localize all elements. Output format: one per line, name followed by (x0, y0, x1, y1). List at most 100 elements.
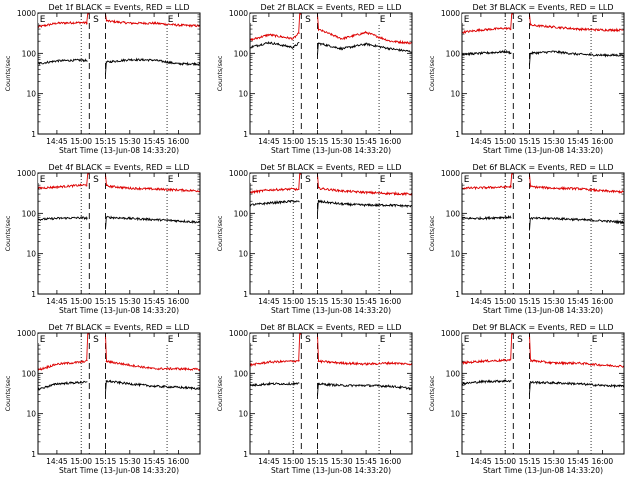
y-tick-label: 10 (238, 410, 248, 419)
marker-s: S (93, 175, 99, 185)
x-tick-label: 16:00 (592, 457, 614, 466)
x-tick-label: 15:15 (519, 137, 541, 146)
marker-s-bg (91, 14, 101, 23)
marker-s: S (305, 335, 311, 345)
y-tick-label: 10 (238, 250, 248, 259)
marker-e-start: E (40, 335, 46, 345)
panel-det-8: Det 8f BLACK = Events, RED = LLD Counts/s… (216, 323, 413, 475)
plot-frame (37, 172, 201, 295)
panel-det-4: Det 4f BLACK = Events, RED = LLD Counts/s… (4, 163, 201, 315)
x-tick-label: 15:00 (282, 457, 304, 466)
marker-s-bg (303, 14, 313, 23)
x-tick-label: 15:15 (307, 297, 329, 306)
marker-s-bg (515, 14, 525, 23)
panel-title: Det 4f BLACK = Events, RED = LLD (48, 163, 189, 172)
plot-frame (37, 332, 201, 455)
y-tick-label: 100 (234, 49, 249, 58)
y-tick-label: 1 (243, 130, 248, 139)
x-tick-label: 15:45 (567, 457, 589, 466)
y-tick-label: 10 (26, 410, 36, 419)
series-line-lld (249, 13, 412, 45)
y-axis-label: Counts/sec (216, 215, 224, 251)
x-tick-label: 15:15 (307, 137, 329, 146)
y-axis-label: Counts/sec (4, 375, 12, 411)
x-tick-label: 15:45 (143, 297, 165, 306)
marker-e-start-bg (250, 174, 260, 183)
x-tick-label: 16:00 (592, 137, 614, 146)
x-tick-label: 16:00 (380, 457, 402, 466)
series-line-events (38, 57, 201, 75)
marker-e-end: E (168, 15, 174, 25)
x-axis-label: Start Time (13-Jun-08 14:33:20) (59, 146, 179, 155)
x-tick-label: 15:45 (355, 297, 377, 306)
x-tick-label: 15:00 (494, 297, 516, 306)
marker-s: S (517, 15, 523, 25)
y-tick-label: 10 (450, 90, 460, 99)
y-tick-label: 100 (446, 209, 461, 218)
y-tick-label: 1000 (229, 9, 248, 18)
y-tick-label: 1 (31, 290, 36, 299)
x-tick-label: 15:15 (95, 457, 117, 466)
marker-e-start-bg (462, 174, 472, 183)
y-tick-label: 10 (26, 90, 36, 99)
series-line-events (249, 381, 412, 396)
y-tick-label: 10 (450, 410, 460, 419)
y-tick-label: 1 (243, 290, 248, 299)
panel-det-2: Det 2f BLACK = Events, RED = LLD Counts/s… (216, 3, 413, 155)
marker-s-bg (91, 174, 101, 183)
x-axis-label: Start Time (13-Jun-08 14:33:20) (483, 466, 603, 475)
x-tick-label: 15:45 (567, 297, 589, 306)
marker-e-start: E (252, 175, 258, 185)
marker-e-end: E (380, 175, 386, 185)
marker-e-end-bg (590, 174, 600, 183)
x-axis-label: Start Time (13-Jun-08 14:33:20) (59, 466, 179, 475)
x-tick-label: 15:00 (70, 297, 92, 306)
marker-e-end-bg (378, 14, 388, 23)
y-tick-label: 1000 (229, 329, 248, 338)
marker-e-end: E (380, 335, 386, 345)
panel-title: Det 7f BLACK = Events, RED = LLD (48, 323, 189, 332)
plot-frame (461, 332, 625, 455)
panel-title: Det 2f BLACK = Events, RED = LLD (260, 3, 401, 12)
panel-det-1: Det 1f BLACK = Events, RED = LLD Counts/s… (4, 3, 201, 155)
marker-e-end-bg (166, 334, 176, 343)
marker-e-end-bg (590, 334, 600, 343)
y-tick-label: 1 (455, 130, 460, 139)
x-axis-label: Start Time (13-Jun-08 14:33:20) (271, 306, 391, 315)
x-tick-label: 15:30 (119, 137, 141, 146)
marker-s-bg (303, 174, 313, 183)
marker-e-start-bg (38, 174, 48, 183)
y-tick-label: 100 (446, 369, 461, 378)
y-tick-label: 10 (238, 90, 248, 99)
x-tick-label: 14:45 (46, 297, 68, 306)
marker-e-start: E (252, 15, 258, 25)
x-tick-label: 15:30 (331, 457, 353, 466)
x-tick-label: 14:45 (258, 297, 280, 306)
series-line-events (461, 49, 624, 66)
marker-e-start-bg (38, 334, 48, 343)
y-tick-label: 1 (31, 450, 36, 459)
y-tick-label: 1000 (441, 169, 460, 178)
series-line-events (37, 215, 200, 230)
x-tick-label: 14:45 (258, 457, 280, 466)
marker-e-end: E (168, 175, 174, 185)
y-tick-label: 1000 (17, 329, 36, 338)
x-tick-label: 15:00 (282, 137, 304, 146)
marker-s-bg (515, 174, 525, 183)
marker-s-bg (303, 334, 313, 343)
series-line-lld (249, 173, 413, 197)
plot-frame (461, 12, 625, 135)
marker-s: S (93, 15, 99, 25)
x-axis-label: Start Time (13-Jun-08 14:33:20) (59, 306, 179, 315)
series-line-lld (37, 333, 201, 372)
x-axis-label: Start Time (13-Jun-08 14:33:20) (271, 146, 391, 155)
y-tick-label: 100 (22, 209, 37, 218)
y-axis-label: Counts/sec (428, 215, 436, 251)
x-tick-label: 15:00 (70, 137, 92, 146)
marker-e-start-bg (462, 14, 472, 23)
x-tick-label: 14:45 (470, 297, 492, 306)
x-tick-label: 15:30 (331, 297, 353, 306)
x-tick-label: 15:30 (543, 457, 565, 466)
